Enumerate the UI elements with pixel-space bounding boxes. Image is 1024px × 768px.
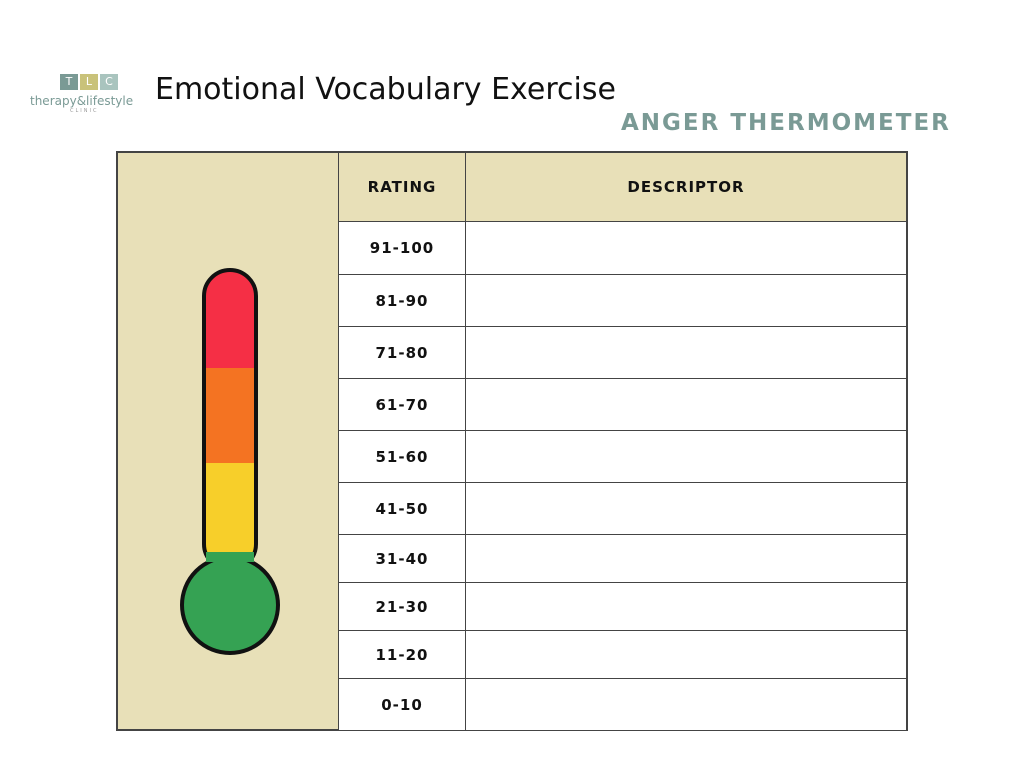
logo-letter: L [80, 74, 98, 90]
descriptor-cell [465, 678, 907, 731]
title: Emotional Vocabulary Exercise [155, 72, 616, 107]
table: RATING DESCRIPTOR 91-100 81-90 71-80 61-70 51-… [116, 151, 908, 731]
rating-cell: 91-100 [338, 221, 466, 275]
descriptor-cell [465, 582, 907, 631]
descriptor-cell [465, 630, 907, 679]
descriptor-cell [465, 221, 907, 275]
descriptor-cell [465, 430, 907, 483]
descriptor-cell [465, 534, 907, 583]
rating-cell: 51-60 [338, 430, 466, 483]
rating-cell: 0-10 [338, 678, 466, 731]
rating-cell: 61-70 [338, 378, 466, 431]
logo-letter: C [100, 74, 118, 90]
rating-cell: 31-40 [338, 534, 466, 583]
logo-letter: T [60, 74, 78, 90]
logo-tagline: CLINIC [70, 108, 99, 114]
rating-cell: 21-30 [338, 582, 466, 631]
rating-cell: 41-50 [338, 482, 466, 535]
descriptor-cell [465, 274, 907, 327]
thermometer [180, 268, 280, 655]
rating-cell: 11-20 [338, 630, 466, 679]
rating-cell: 81-90 [338, 274, 466, 327]
column-header: DESCRIPTOR [465, 152, 907, 222]
descriptor-cell [465, 378, 907, 431]
subtitle: ANGER THERMOMETER [621, 110, 951, 136]
rating-cell: 71-80 [338, 326, 466, 379]
column-header: RATING [338, 152, 466, 222]
logo-name: therapy&lifestyle [30, 94, 134, 108]
descriptor-cell [465, 482, 907, 535]
descriptor-cell [465, 326, 907, 379]
